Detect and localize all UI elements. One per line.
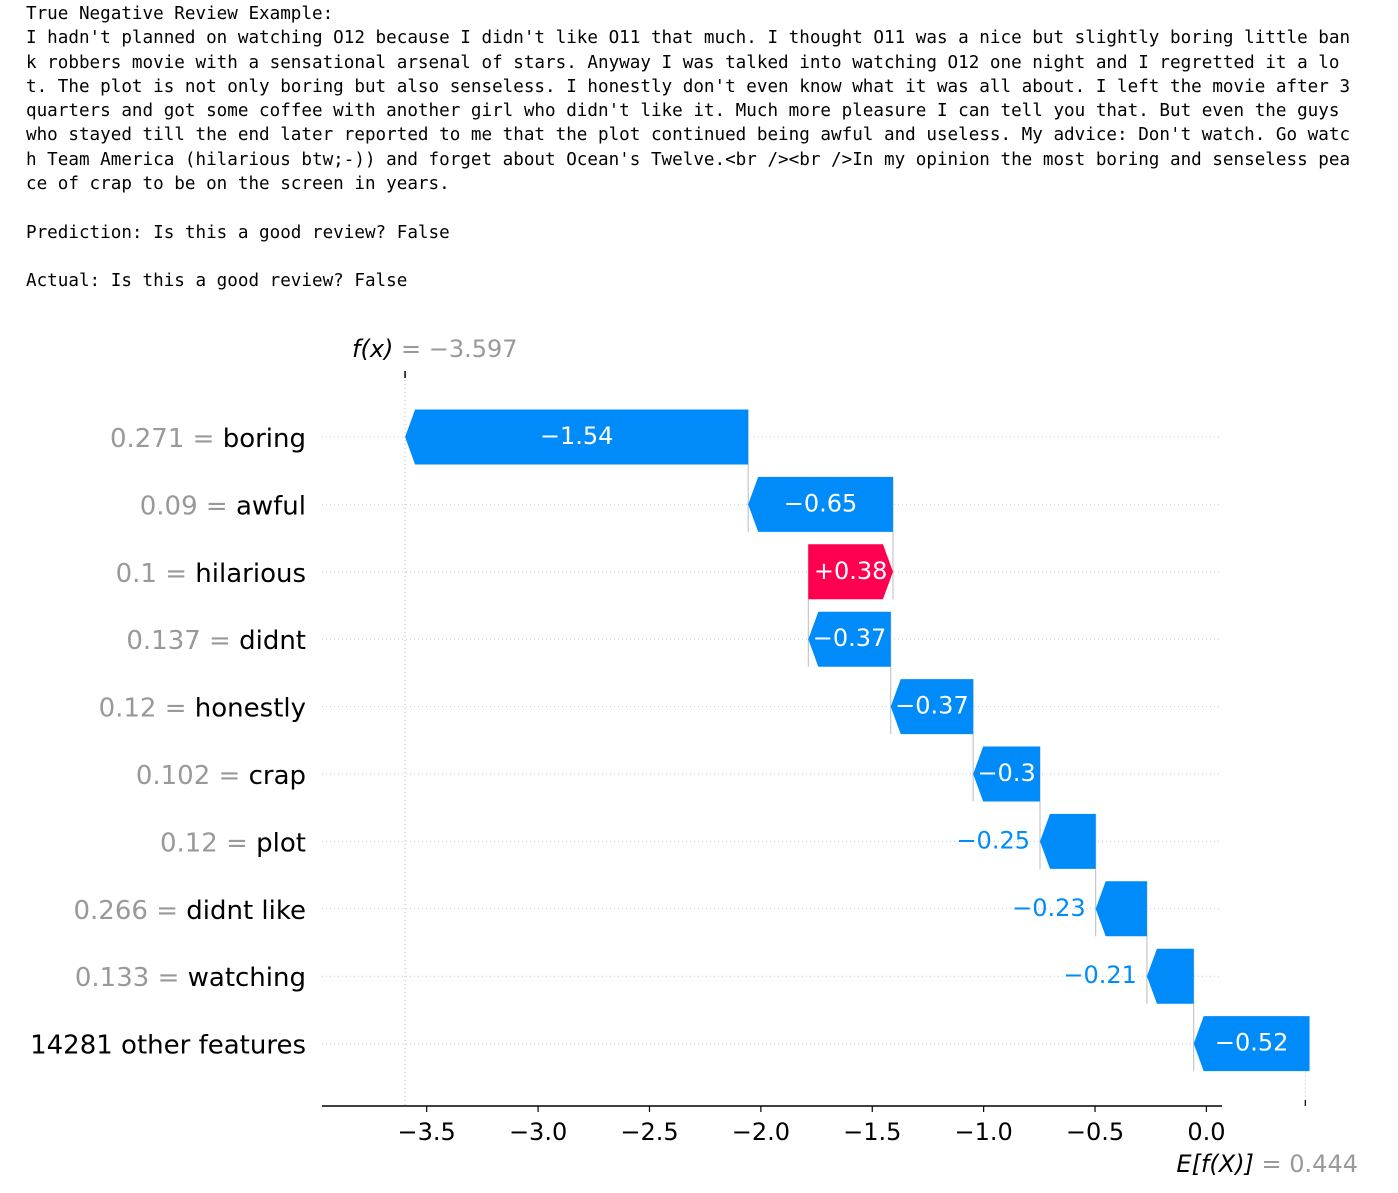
bar-plot [1039, 813, 1096, 869]
bar-value-label: −0.21 [1063, 961, 1137, 989]
bar-hilarious [808, 544, 893, 600]
x-tick-label: −1.5 [843, 1118, 901, 1146]
bar-crap [973, 746, 1040, 802]
bar-value-label: −0.3 [977, 759, 1035, 787]
bar-value-label: −0.37 [895, 692, 969, 720]
bar-value-label: −0.37 [813, 624, 887, 652]
feature-label: 0.271 = boring [110, 424, 306, 454]
feature-label: 0.12 = plot [160, 828, 306, 858]
bar-honestly [890, 679, 974, 735]
feature-label: 0.102 = crap [136, 761, 306, 791]
feature-label: 14281 other features [30, 1031, 306, 1061]
review-line: h Team America (hilarious btw;-)) and fo… [26, 149, 1351, 170]
bar-value-label: −0.52 [1215, 1029, 1289, 1057]
x-tick-label: −2.5 [620, 1118, 678, 1146]
review-line: k robbers movie with a sensational arsen… [26, 52, 1340, 73]
fx-output-label: f(x) = −3.597 [352, 335, 518, 363]
review-text-block: True Negative Review Example: I hadn't pl… [26, 2, 1376, 294]
feature-label: 0.12 = honestly [99, 694, 306, 724]
bar-value-label: +0.38 [814, 557, 888, 585]
bar-didnt-like [1095, 881, 1147, 937]
feature-label: 0.133 = watching [75, 963, 306, 993]
review-line: who stayed till the end later reported t… [26, 125, 1351, 146]
bar-value-label: −0.23 [1012, 894, 1086, 922]
feature-label: 0.137 = didnt [126, 626, 306, 656]
bar-didnt [808, 611, 891, 667]
bar-14281-other-features [1193, 1016, 1310, 1072]
bar-boring [405, 409, 749, 465]
x-tick-label: −3.0 [509, 1118, 567, 1146]
x-tick-label: 0.0 [1187, 1118, 1225, 1146]
prediction-text: Prediction: Is this a good review? False [26, 222, 450, 243]
bar-value-label: −0.25 [956, 826, 1030, 854]
review-heading: True Negative Review Example: [26, 4, 334, 24]
x-tick-label: −3.5 [398, 1118, 456, 1146]
bar-awful [748, 476, 893, 532]
feature-label: 0.266 = didnt like [74, 896, 307, 926]
x-tick-label: −1.0 [954, 1118, 1012, 1146]
actual-text: Actual: Is this a good review? False [26, 271, 408, 292]
base-value-label: E[f(X)] = 0.444 [1176, 1150, 1358, 1178]
feature-label: 0.1 = hilarious [116, 559, 306, 589]
x-tick-label: −2.0 [732, 1118, 790, 1146]
bar-watching [1146, 948, 1194, 1004]
review-line: I hadn't planned on watching O12 because… [26, 28, 1351, 49]
feature-label: 0.09 = awful [140, 491, 306, 521]
review-line: t. The plot is not only boring but also … [26, 76, 1351, 97]
bar-value-label: −0.65 [784, 489, 858, 517]
review-line: quarters and got some coffee with anothe… [26, 101, 1340, 122]
x-tick-label: −0.5 [1066, 1118, 1124, 1146]
bar-value-label: −1.54 [540, 422, 614, 450]
review-line: ce of crap to be on the screen in years. [26, 174, 450, 195]
